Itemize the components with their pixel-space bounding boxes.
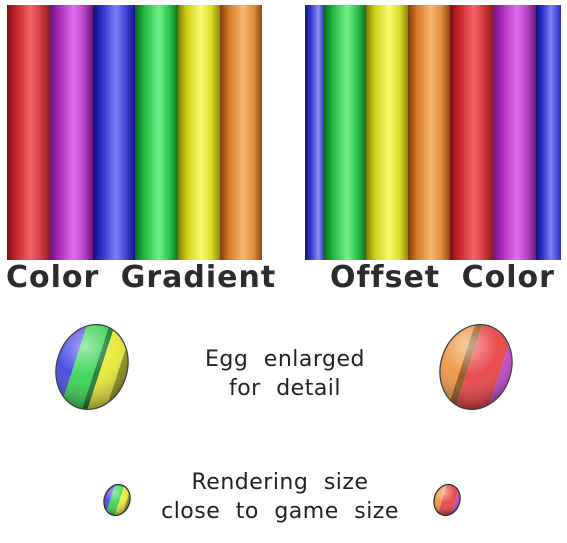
stripe-orange	[220, 5, 262, 260]
stripe-orange	[408, 5, 450, 260]
stripe-red	[7, 5, 50, 260]
stripe-green	[135, 5, 178, 260]
rendering-size-caption: Rendering size close to game size	[140, 468, 420, 526]
render-caption-line1: Rendering size	[191, 470, 369, 495]
stripe-red	[450, 5, 493, 260]
offset-egg-icon	[432, 317, 520, 417]
egg-caption-line2: for detail	[228, 376, 342, 401]
gradient-egg-icon	[48, 317, 136, 417]
stripe-blue	[93, 5, 135, 260]
stripe-green	[324, 5, 366, 260]
stripe-yellow	[178, 5, 220, 260]
render-caption-line2: close to game size	[161, 499, 399, 524]
stripe-purple	[50, 5, 93, 260]
gradient-egg-small-icon	[101, 481, 133, 519]
egg-caption-line1: Egg enlarged	[204, 347, 366, 372]
egg-enlarged-caption: Egg enlarged for detail	[175, 345, 395, 403]
stripe-purple	[493, 5, 536, 260]
color-gradient-panel	[7, 5, 262, 260]
offset-egg-small-icon	[431, 481, 463, 519]
color-gradient-caption: Color Gradient	[6, 260, 277, 295]
offset-color-panel	[305, 5, 561, 260]
stripe-blue-edge	[305, 5, 324, 260]
offset-color-caption: Offset Color	[330, 260, 555, 295]
stripe-yellow	[366, 5, 408, 260]
stripe-blue	[536, 5, 561, 260]
